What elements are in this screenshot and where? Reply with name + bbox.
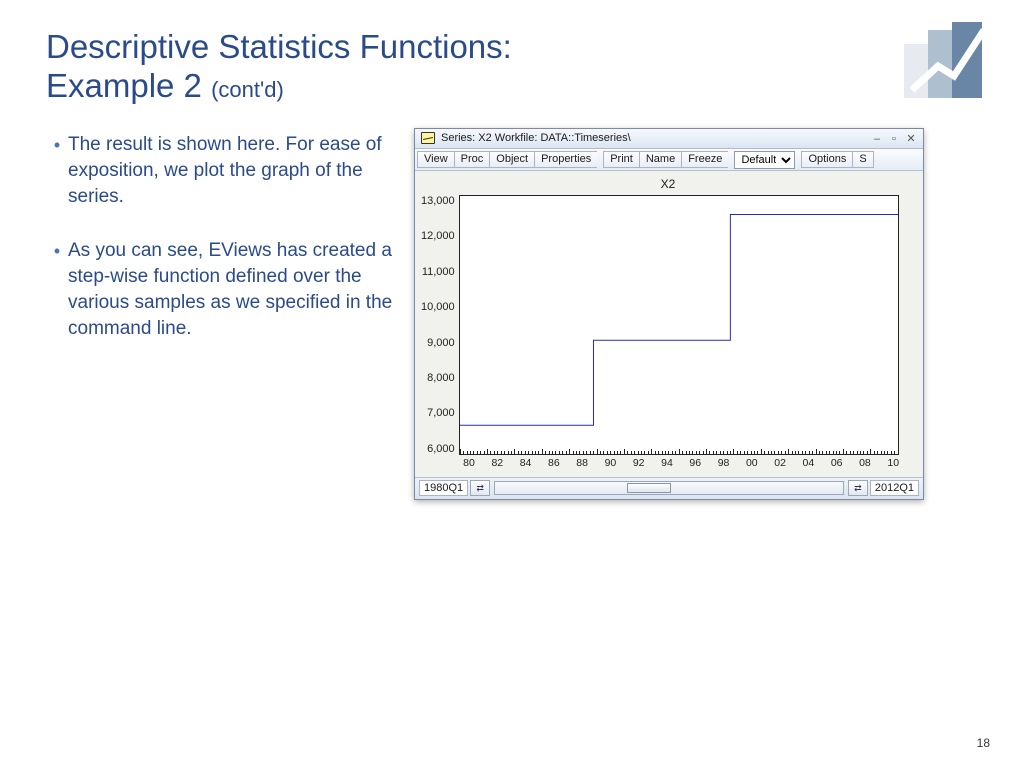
bullet-item: • As you can see, EViews has created a s…	[46, 238, 406, 342]
bullet-item: • The result is shown here. For ease of …	[46, 132, 406, 210]
toolbar-s-button[interactable]: S	[852, 151, 873, 168]
y-tick-label: 13,000	[421, 195, 455, 207]
y-tick-label: 9,000	[427, 337, 455, 349]
x-axis-ticks	[460, 449, 898, 455]
page-number: 18	[977, 736, 990, 750]
x-tick-label: 92	[633, 457, 645, 469]
x-tick-label: 86	[548, 457, 560, 469]
x-tick-label: 10	[887, 457, 899, 469]
x-tick-label: 98	[718, 457, 730, 469]
maximize-icon[interactable]: ▫	[888, 133, 900, 145]
x-tick-label: 90	[605, 457, 617, 469]
toolbar-view-button[interactable]: View	[417, 151, 454, 168]
x-tick-label: 04	[803, 457, 815, 469]
y-tick-label: 12,000	[421, 230, 455, 242]
y-axis-labels: 13,000 12,000 11,000 10,000 9,000 8,000 7,000 6…	[421, 195, 459, 455]
bullet-dot-icon: •	[46, 238, 68, 342]
y-tick-label: 11,000	[422, 266, 455, 278]
toolbar-properties-button[interactable]: Properties	[534, 151, 597, 168]
series-icon	[421, 132, 435, 144]
window-title-text: Series: X2 Workfile: DATA::Timeseries\	[441, 132, 869, 144]
bullet-list: • The result is shown here. For ease of …	[46, 128, 406, 500]
x-tick-label: 06	[831, 457, 843, 469]
x-tick-label: 84	[520, 457, 532, 469]
series-line	[460, 214, 898, 425]
toolbar-proc-button[interactable]: Proc	[454, 151, 490, 168]
x-tick-label: 94	[661, 457, 673, 469]
close-icon[interactable]: ✕	[905, 132, 917, 145]
time-scrollbar[interactable]: 1980Q1 ⇄ ⇄ 2012Q1	[415, 477, 923, 499]
chart-plot-area	[459, 195, 899, 455]
y-tick-label: 8,000	[427, 372, 455, 384]
toolbar-freeze-button[interactable]: Freeze	[681, 151, 728, 168]
title-line-2: Example 2 (cont'd)	[46, 67, 978, 106]
x-tick-label: 80	[463, 457, 475, 469]
x-tick-label: 00	[746, 457, 758, 469]
logo-icon	[904, 22, 990, 98]
x-axis-labels: 80828486889092949698000204060810	[467, 455, 907, 469]
toolbar-options-button[interactable]: Options	[801, 151, 852, 168]
window-controls: – ▫ ✕	[869, 132, 917, 145]
toolbar-object-button[interactable]: Object	[489, 151, 534, 168]
bullet-dot-icon: •	[46, 132, 68, 210]
toolbar-name-button[interactable]: Name	[639, 151, 681, 168]
chart-title: X2	[421, 177, 915, 191]
x-tick-label: 96	[689, 457, 701, 469]
y-tick-label: 6,000	[427, 443, 455, 455]
x-tick-label: 88	[576, 457, 588, 469]
y-tick-label: 7,000	[427, 407, 455, 419]
scroll-right-icon[interactable]: ⇄	[848, 480, 868, 496]
toolbar: ViewProcObjectProperties PrintNameFreeze D…	[415, 149, 923, 171]
minimize-icon[interactable]: –	[871, 133, 883, 145]
bullet-text: As you can see, EViews has created a ste…	[68, 238, 406, 342]
title-line-1: Descriptive Statistics Functions:	[46, 28, 978, 67]
x-tick-label: 08	[859, 457, 871, 469]
window-titlebar[interactable]: Series: X2 Workfile: DATA::Timeseries\ –…	[415, 129, 923, 149]
bullet-text: The result is shown here. For ease of ex…	[68, 132, 406, 210]
x-tick-label: 02	[774, 457, 786, 469]
x-tick-label: 82	[491, 457, 503, 469]
eviews-window: Series: X2 Workfile: DATA::Timeseries\ –…	[414, 128, 924, 500]
toolbar-print-button[interactable]: Print	[603, 151, 639, 168]
scroll-track[interactable]	[494, 481, 844, 495]
scroll-end-label: 2012Q1	[870, 480, 919, 496]
y-tick-label: 10,000	[421, 301, 455, 313]
default-dropdown[interactable]: Default	[734, 151, 795, 169]
scroll-start-label: 1980Q1	[419, 480, 468, 496]
title-example: Example 2	[46, 67, 202, 104]
slide-title: Descriptive Statistics Functions: Exampl…	[46, 28, 978, 106]
title-contd: (cont'd)	[211, 77, 284, 102]
scroll-left-icon[interactable]: ⇄	[470, 480, 490, 496]
scroll-thumb[interactable]	[627, 483, 671, 493]
